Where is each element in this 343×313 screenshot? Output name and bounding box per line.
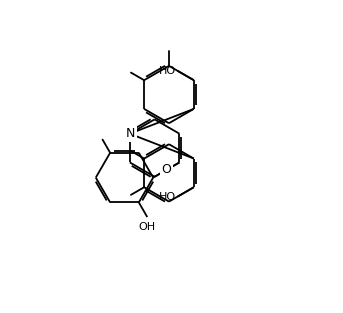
Text: OH: OH xyxy=(139,222,156,232)
Text: N: N xyxy=(126,127,135,140)
Text: HO: HO xyxy=(159,66,176,76)
Text: HO: HO xyxy=(159,192,176,202)
Text: O: O xyxy=(161,163,171,177)
